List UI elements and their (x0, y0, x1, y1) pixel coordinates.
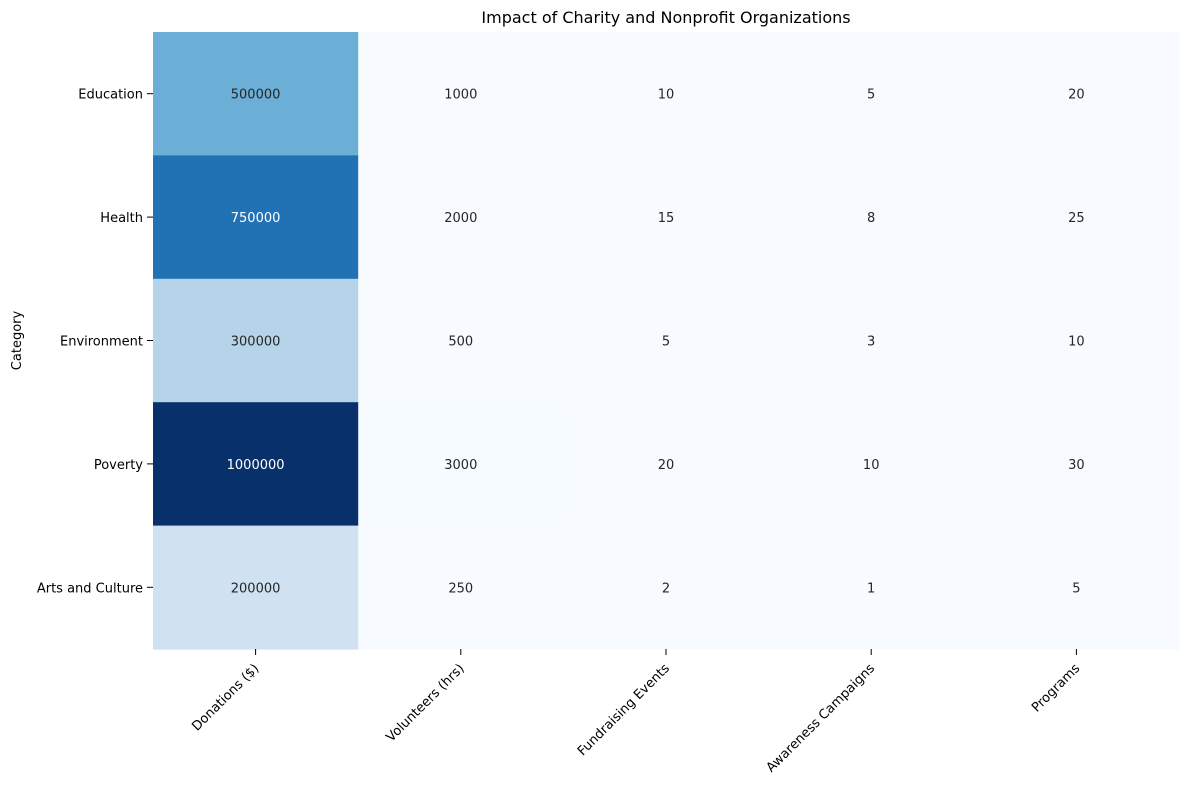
y-tick-label: Arts and Culture (37, 581, 143, 596)
chart-title: Impact of Charity and Nonprofit Organiza… (481, 8, 850, 27)
cell-value-label: 1 (867, 581, 875, 596)
x-tick-label: Programs (1029, 661, 1083, 715)
heatmap-cell (768, 278, 975, 403)
y-tick-label: Health (100, 211, 143, 226)
heatmap-cell (973, 278, 1180, 403)
heatmap-cell (973, 402, 1180, 527)
cell-value-label: 2 (662, 581, 670, 596)
cell-value-label: 5 (662, 335, 670, 350)
cell-value-label: 300000 (231, 335, 281, 350)
heatmap-cell (358, 278, 564, 403)
y-tick-label: Environment (60, 335, 143, 350)
heatmap-cells (153, 32, 1180, 650)
heatmap-cell (358, 32, 564, 156)
cell-value-label: 2000 (444, 211, 477, 226)
x-tick-label: Awareness Campaigns (764, 661, 879, 776)
cell-value-label: 20 (658, 458, 675, 473)
heatmap-cell (768, 402, 975, 527)
heatmap-cell (358, 155, 564, 280)
heatmap-cell (153, 402, 359, 527)
cell-value-label: 3000 (444, 458, 477, 473)
heatmap-cell (768, 32, 975, 156)
heatmap-cell (153, 525, 359, 650)
cell-value-label: 30 (1068, 458, 1085, 473)
cell-value-label: 25 (1068, 211, 1085, 226)
y-axis-ticks: Education Health Environment Poverty Arts an… (37, 88, 153, 596)
x-tick-label: Fundraising Events (575, 661, 673, 759)
cell-value-label: 15 (658, 211, 675, 226)
heatmap-cell (973, 32, 1180, 156)
heatmap-cell (153, 278, 359, 403)
x-tick-label: Donations ($) (189, 661, 262, 734)
cell-value-label: 5 (867, 88, 875, 103)
heatmap-cell (563, 525, 770, 650)
cell-value-label: 500000 (231, 88, 281, 103)
heatmap-cell (358, 525, 564, 650)
heatmap-cell (973, 525, 1180, 650)
cell-value-label: 750000 (231, 211, 281, 226)
cell-value-label: 1000 (444, 88, 477, 103)
heatmap-cell (563, 278, 770, 403)
cell-value-label: 500 (448, 335, 473, 350)
y-tick-label: Education (78, 88, 143, 103)
cell-value-label: 20 (1068, 88, 1085, 103)
cell-value-label: 10 (863, 458, 880, 473)
heatmap-cell (768, 525, 975, 650)
cell-value-label: 8 (867, 211, 875, 226)
heatmap-cell (358, 402, 564, 527)
heatmap-cell (563, 32, 770, 156)
heatmap-cell (563, 402, 770, 527)
cell-value-label: 250 (448, 581, 473, 596)
heatmap-cell (973, 155, 1180, 280)
cell-value-label: 1000000 (227, 458, 285, 473)
x-tick-label: Volunteers (hrs) (384, 661, 468, 745)
heatmap-cell (563, 155, 770, 280)
heatmap-cell (768, 155, 975, 280)
cell-value-label: 5 (1072, 581, 1080, 596)
cell-value-label: 200000 (231, 581, 281, 596)
cell-value-label: 3 (867, 335, 875, 350)
cell-value-label: 10 (1068, 335, 1085, 350)
y-tick-label: Poverty (94, 458, 143, 473)
cell-value-label: 10 (658, 88, 675, 103)
y-axis-label: Category (10, 311, 25, 371)
x-axis-ticks: Donations ($) Volunteers (hrs) Fundraising… (189, 649, 1083, 776)
heatmap-cell (153, 32, 359, 156)
heatmap-cell (153, 155, 359, 280)
